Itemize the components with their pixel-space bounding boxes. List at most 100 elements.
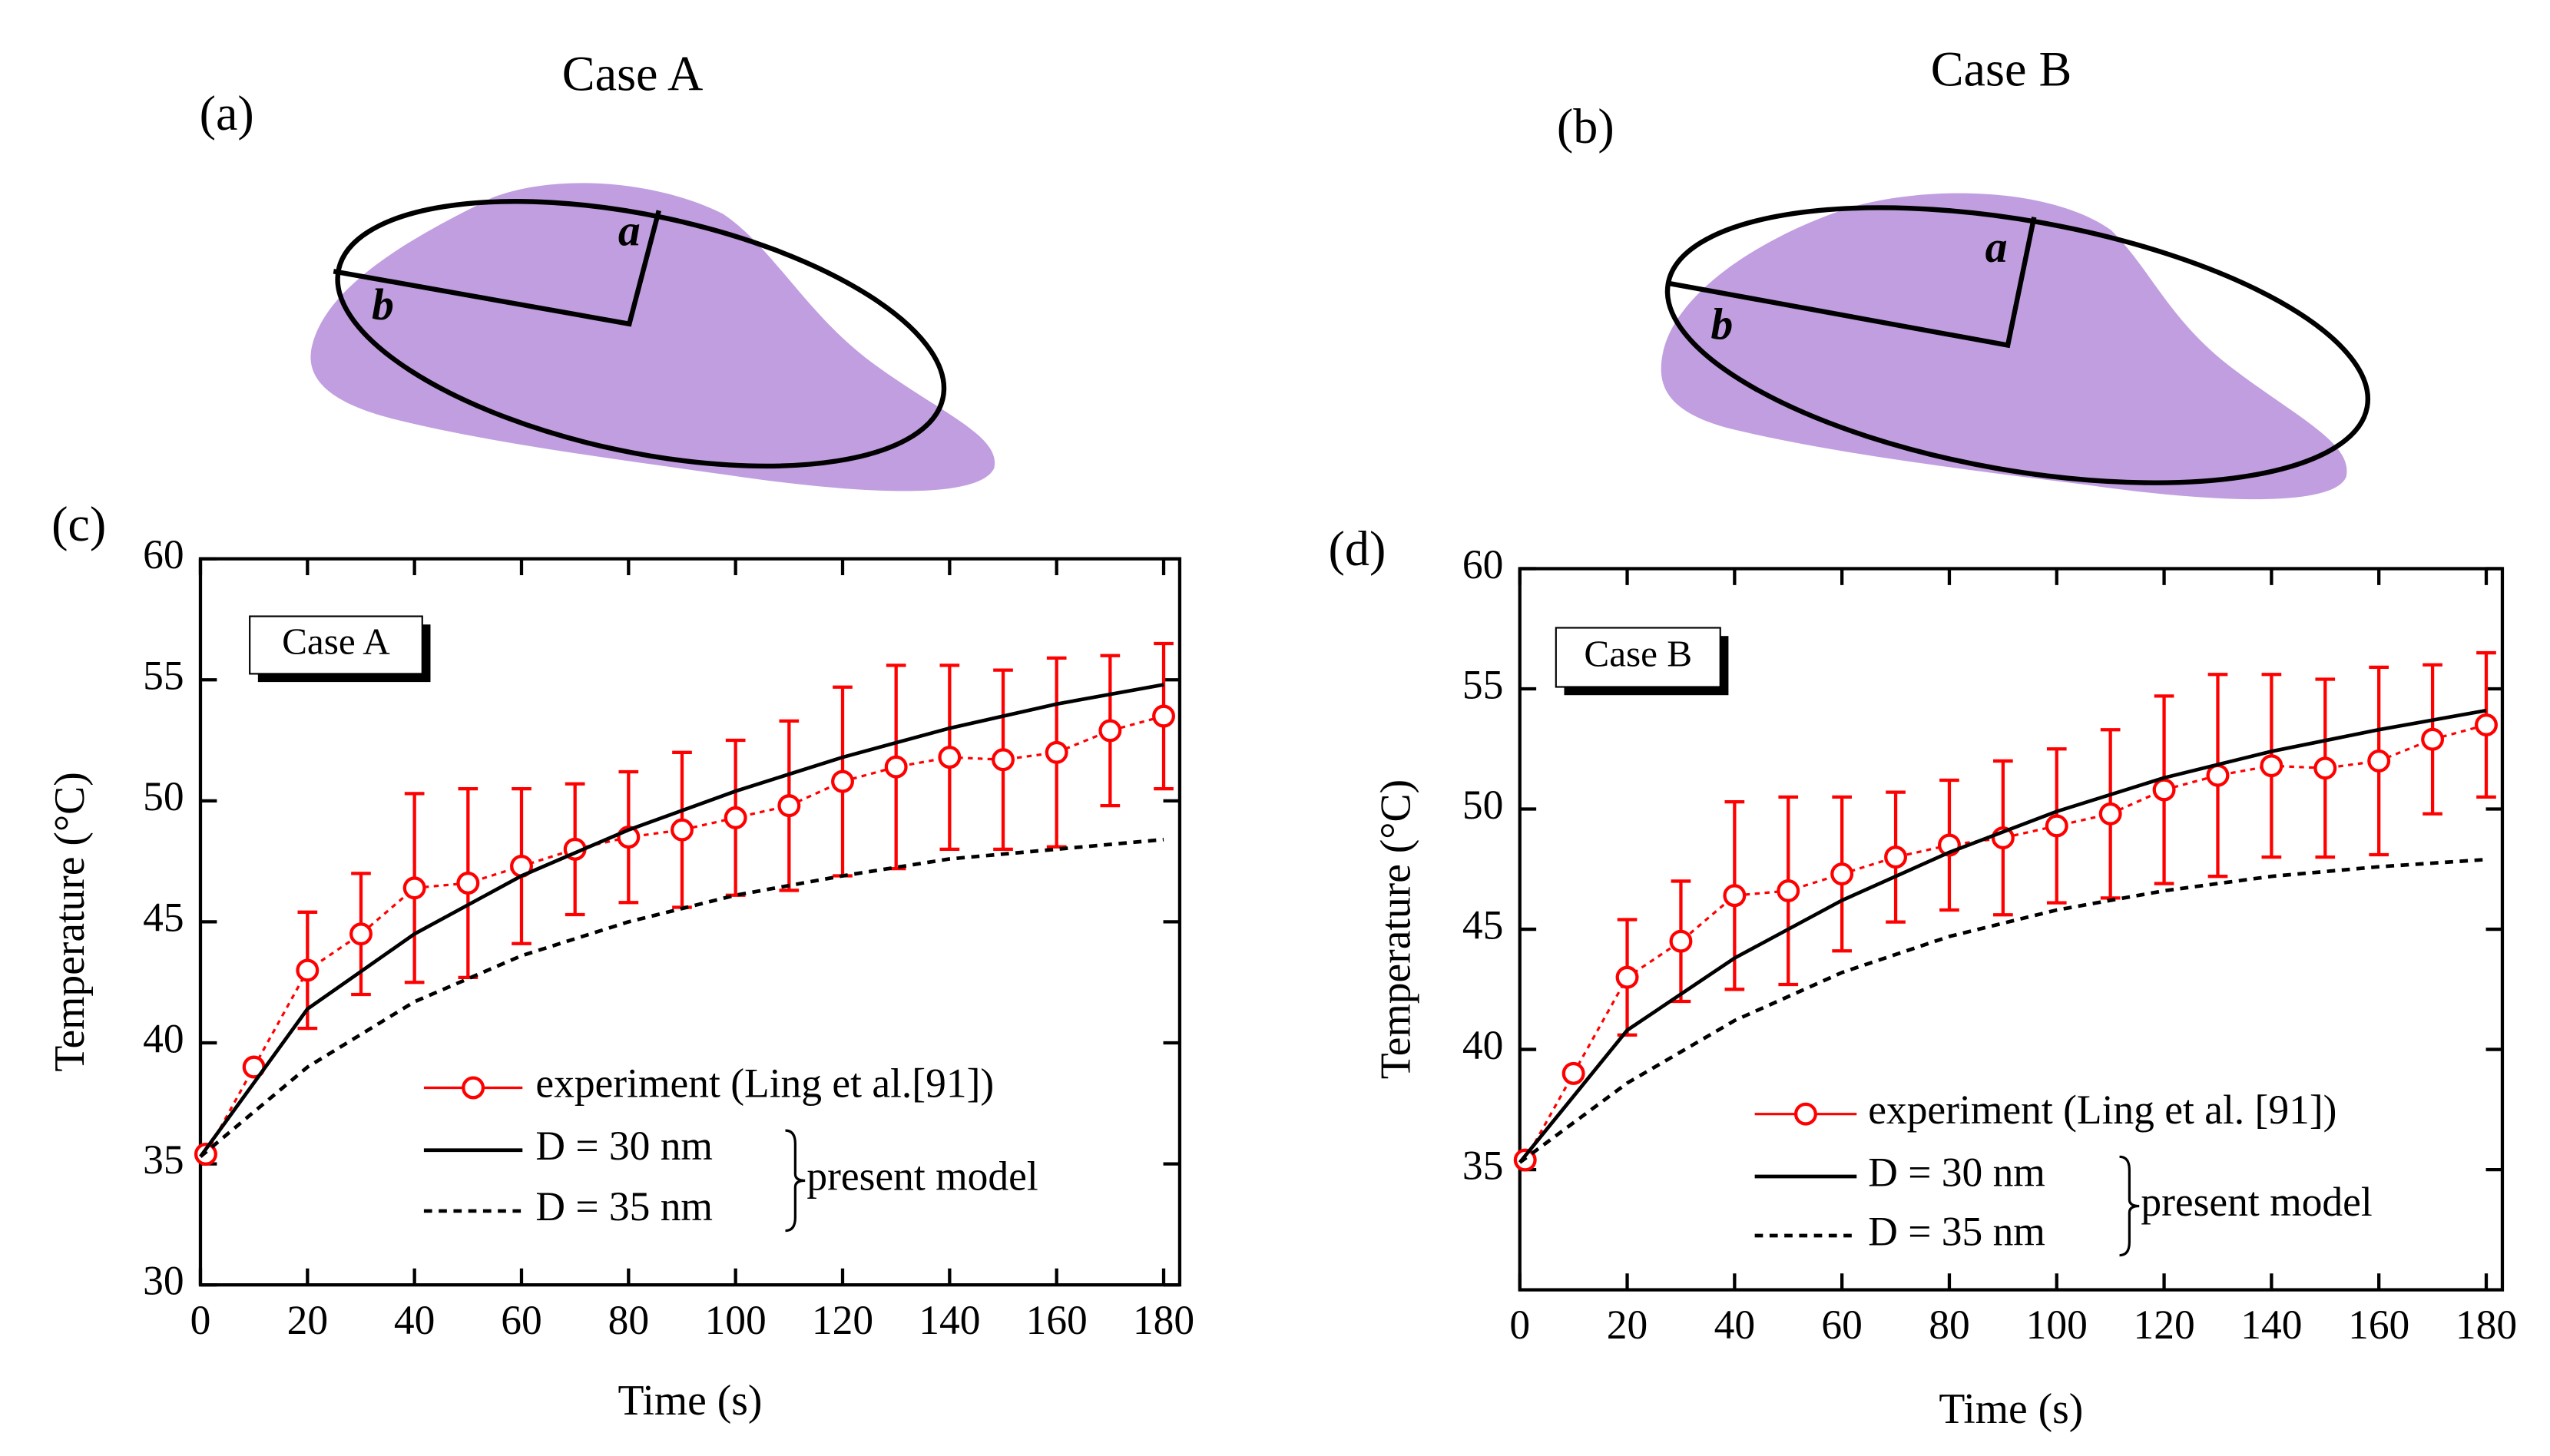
panel-label: (a) [200,86,254,141]
inset-box [249,615,423,675]
legend-group-label: present model [2141,1179,2372,1225]
marker [296,958,320,982]
marker [349,922,373,946]
x-tick-label: 80 [1929,1302,1969,1348]
legend-group-label: present model [806,1153,1038,1200]
y-tick-label: 55 [1462,661,1503,707]
x-tick-label: 140 [2240,1302,2302,1348]
marker [992,748,1015,772]
marker [2313,756,2337,780]
legend-label: D = 35 nm [535,1183,713,1229]
x-tick-label: 120 [812,1297,873,1343]
x-tick-label: 0 [1509,1302,1530,1348]
x-tick-label: 40 [1714,1302,1755,1348]
y-tick-label: 45 [1462,902,1503,948]
x-tick-label: 0 [190,1297,211,1343]
panel-label: (c) [51,497,106,551]
marker [724,806,747,829]
marker [2367,749,2391,773]
panel-label: (d) [1329,521,1386,576]
x-axis-title: Time (s) [618,1377,762,1425]
legend-label: experiment (Ling et al. [91]) [1868,1087,2336,1133]
x-tick-label: 80 [608,1297,649,1343]
x-tick-label: 60 [1821,1302,1862,1348]
marker [831,769,854,793]
x-tick-label: 160 [1026,1297,1088,1343]
legend-label: experiment (Ling et al.[91]) [535,1061,994,1107]
blob [310,183,995,491]
legend-label: D = 30 nm [535,1123,713,1169]
x-tick-label: 20 [1607,1302,1648,1348]
inset-label: Case A [282,620,390,662]
diagram-b: Case B (b) a b [1557,41,2371,500]
y-tick-label: 50 [143,773,184,819]
series-line [199,837,1164,1158]
diagram-a: Case A (a) a b [200,47,995,491]
inset-box [1555,627,1721,688]
diagram-title: Case A [562,47,704,101]
marker [2152,778,2176,802]
ellipse [335,199,947,469]
x-tick-label: 180 [1133,1297,1194,1343]
series-line [1518,857,2487,1164]
marker [2206,763,2230,787]
marker [2421,727,2445,751]
marker [777,794,801,818]
series-line [199,683,1164,1158]
legend-marker [1793,1102,1817,1126]
marker [1561,1061,1585,1085]
axes-lines [333,210,661,327]
y-tick-label: 55 [143,653,184,699]
legend-label: D = 35 nm [1868,1208,2045,1254]
marker [2475,713,2498,736]
marker [2260,754,2283,778]
y-tick-label: 50 [1462,782,1503,828]
marker [1615,965,1639,989]
x-tick-label: 180 [2456,1302,2517,1348]
y-tick-label: 60 [143,531,184,577]
y-tick-label: 35 [1462,1142,1503,1188]
legend-brace [2119,1155,2140,1257]
marker [456,872,480,895]
x-tick-label: 160 [2348,1302,2409,1348]
axes-lines [1665,217,2037,349]
marker [938,746,962,769]
axis-label: a [618,207,641,255]
x-tick-label: 140 [919,1297,980,1343]
y-tick-label: 35 [143,1137,184,1183]
y-tick-label: 30 [143,1257,184,1303]
marker [1152,704,1176,728]
x-axis-title: Time (s) [1939,1385,2083,1433]
y-tick-label: 40 [1462,1022,1503,1068]
marker [884,755,908,779]
legend-label: D = 30 nm [1868,1149,2045,1195]
marker [1669,929,1693,953]
panel-label: (b) [1557,99,1614,154]
x-tick-label: 40 [394,1297,435,1343]
y-axis-title: Temperature (°C) [46,772,94,1071]
x-tick-label: 100 [2026,1302,2088,1348]
marker [1723,884,1747,908]
y-tick-label: 40 [143,1015,184,1061]
marker [1098,719,1122,743]
x-tick-label: 120 [2133,1302,2194,1348]
marker [2045,814,2068,838]
marker [671,818,694,842]
marker [1045,740,1068,764]
legend-brace [785,1129,806,1233]
inset-label: Case B [1584,632,1692,674]
marker [402,876,426,900]
diagram-title: Case B [1931,41,2072,96]
chart: 0 20 40 60 80 100 120 140 160 180 30 35 40 45 50 55 60 Ti… [46,497,1194,1425]
series-line [1518,708,2487,1164]
x-tick-label: 60 [501,1297,541,1343]
axis-label: b [372,281,394,329]
marker [1777,879,1800,902]
chart: 0 20 40 60 80 100 120 140 160 180 35 40 45 50 55 60 Time… [1329,521,2518,1433]
marker [1830,862,1854,886]
axis-label: a [1985,223,2008,272]
x-tick-label: 20 [287,1297,328,1343]
legend-marker [462,1076,485,1100]
